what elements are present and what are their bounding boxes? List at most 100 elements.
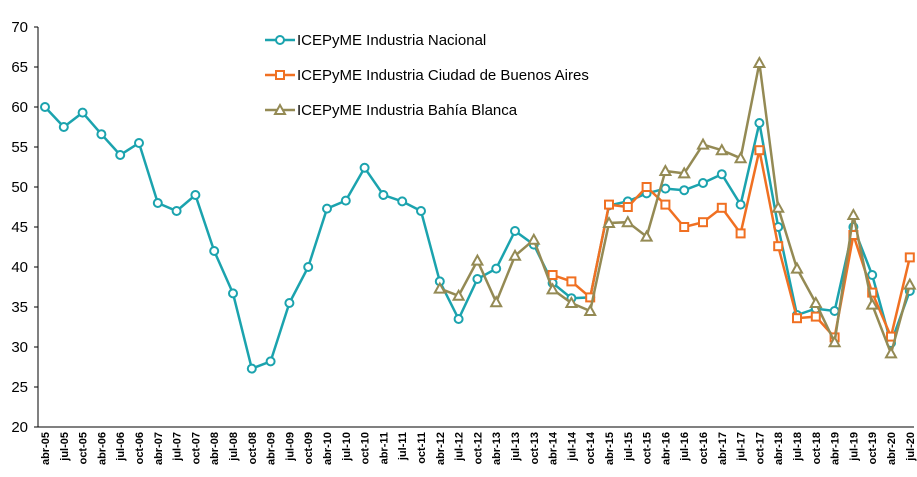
legend-label: ICEPyME Industria Nacional: [297, 32, 486, 49]
data-point: [134, 138, 144, 148]
x-tick-label: oct-07: [190, 432, 202, 464]
data-point: [489, 295, 503, 308]
x-tick-label: jul-15: [623, 432, 635, 462]
data-point: [190, 190, 201, 200]
data-point: [566, 276, 577, 287]
data-point: [397, 196, 408, 207]
x-tick-label: abr-18: [773, 432, 785, 465]
data-point: [904, 252, 915, 263]
data-point: [451, 288, 466, 301]
data-point: [545, 282, 560, 295]
y-tick-label: 70: [11, 19, 28, 36]
x-tick-label: abr-14: [548, 431, 560, 465]
x-tick-label: jul-10: [341, 432, 353, 462]
data-point: [622, 202, 633, 212]
legend-marker: [275, 70, 285, 80]
x-tick-label: oct-18: [811, 432, 823, 464]
data-point: [96, 129, 107, 140]
y-tick-label: 65: [11, 59, 28, 76]
series-line: [44, 106, 911, 371]
data-point: [246, 363, 257, 374]
data-point: [884, 346, 898, 359]
x-tick-label: jul-20: [905, 432, 917, 462]
data-point: [754, 145, 765, 156]
data-point: [303, 262, 314, 272]
data-point: [621, 215, 635, 228]
x-tick-label: jul-05: [59, 432, 71, 462]
x-tick-label: abr-07: [153, 432, 165, 465]
data-point: [209, 246, 220, 256]
x-tick-label: jul-17: [736, 432, 748, 462]
data-point: [716, 202, 727, 213]
x-tick-label: jul-19: [848, 432, 860, 462]
data-point: [583, 303, 597, 316]
x-tick-label: abr-13: [491, 432, 503, 465]
x-tick-label: oct-06: [134, 432, 146, 464]
data-point: [602, 215, 616, 228]
data-point: [771, 200, 785, 213]
data-point: [359, 162, 370, 173]
data-point: [58, 122, 69, 132]
x-tick-label: abr-09: [266, 432, 278, 465]
x-tick-label: oct-05: [78, 432, 90, 464]
y-tick-label: 40: [11, 259, 28, 276]
y-tick-label: 20: [11, 419, 28, 436]
x-tick-label: abr-08: [209, 432, 221, 465]
legend-label: ICEPyME Industria Bahía Blanca: [297, 102, 518, 119]
data-point: [698, 178, 708, 188]
data-point: [735, 228, 746, 239]
y-tick-label: 55: [11, 139, 28, 156]
x-tick-label: jul-06: [115, 432, 127, 462]
y-tick-label: 60: [11, 99, 28, 116]
data-point: [470, 253, 485, 266]
x-tick-label: abr-10: [322, 432, 334, 465]
y-tick-label: 30: [11, 339, 28, 356]
x-tick-label: oct-12: [472, 432, 484, 464]
data-point: [829, 306, 840, 316]
x-tick-label: oct-08: [247, 432, 259, 464]
data-point: [491, 263, 502, 274]
data-point: [827, 335, 842, 348]
x-tick-label: abr-12: [435, 432, 447, 465]
x-tick-label: abr-05: [40, 432, 52, 465]
y-tick-label: 45: [11, 219, 28, 236]
x-tick-label: jul-12: [454, 432, 466, 462]
data-point: [510, 226, 520, 236]
x-tick-label: oct-17: [754, 432, 766, 464]
series-line: [552, 149, 912, 341]
x-tick-label: oct-11: [416, 432, 428, 464]
data-point: [265, 356, 276, 367]
data-point: [453, 314, 464, 324]
data-point: [696, 137, 710, 150]
data-point: [752, 55, 767, 68]
data-point: [810, 311, 821, 322]
data-point: [903, 277, 917, 290]
data-point: [733, 151, 748, 164]
data-point: [679, 222, 690, 232]
x-tick-label: abr-06: [96, 432, 108, 465]
x-tick-label: oct-10: [360, 432, 372, 464]
data-point: [867, 287, 878, 298]
x-tick-label: oct-09: [303, 432, 315, 464]
data-point: [865, 297, 879, 310]
data-point: [846, 207, 861, 220]
x-tick-label: jul-14: [566, 431, 578, 462]
data-point: [660, 183, 671, 194]
x-tick-label: jul-13: [510, 432, 522, 462]
x-tick-label: jul-18: [792, 432, 804, 462]
data-point: [790, 261, 804, 274]
x-tick-label: oct-13: [529, 432, 541, 464]
data-point: [284, 298, 295, 308]
data-point: [792, 313, 802, 324]
data-point: [716, 169, 727, 180]
data-point: [641, 182, 652, 192]
x-tick-label: abr-15: [604, 432, 616, 465]
data-point: [508, 248, 522, 261]
legend-label: ICEPyME Industria Ciudad de Buenos Aires: [297, 67, 589, 84]
data-point: [715, 143, 729, 156]
x-tick-label: jul-16: [679, 432, 691, 462]
data-point: [773, 241, 784, 252]
y-tick-label: 25: [11, 379, 28, 396]
y-tick-label: 35: [11, 299, 28, 316]
